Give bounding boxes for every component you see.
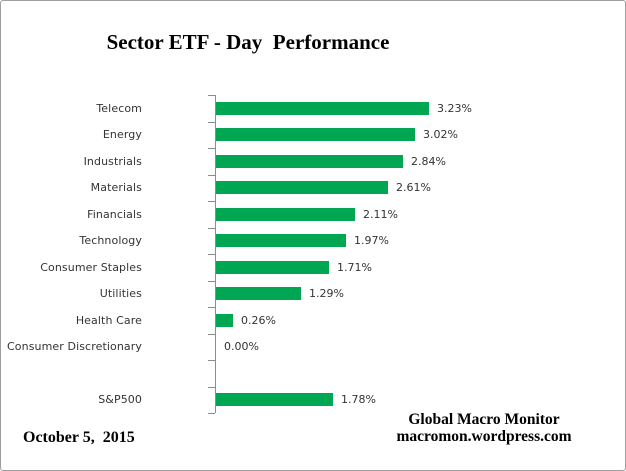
axis-tick	[208, 280, 215, 282]
date-label: October 5, 2015	[23, 429, 135, 446]
value-label: 3.23%	[437, 101, 472, 115]
value-label: 3.02%	[423, 128, 458, 142]
bar	[216, 207, 355, 221]
bar	[216, 181, 388, 194]
value-label: 2.61%	[396, 181, 431, 195]
bar	[216, 313, 233, 327]
chart-title: Sector ETF - Day Performance	[106, 30, 390, 54]
bar	[216, 154, 403, 168]
axis-tick	[208, 174, 215, 176]
bar-row: Energy 3.02%	[1, 122, 625, 149]
credit-line-2: macromon.wordpress.com	[396, 428, 572, 445]
bar	[216, 128, 415, 141]
category-label: Health Care	[75, 313, 142, 327]
bar	[216, 234, 346, 247]
bar	[216, 393, 333, 406]
axis-tick	[208, 333, 215, 335]
bar-row: Utilities 1.29%	[1, 281, 625, 308]
bar-row	[1, 360, 625, 387]
credit-line-1: Global Macro Monitor	[408, 411, 560, 428]
bar-row: Industrials 2.84%	[1, 148, 625, 175]
axis-tick	[208, 201, 215, 202]
category-label	[1, 360, 142, 387]
category-label: Utilities	[99, 287, 142, 301]
bar-row: Technology 1.97%	[1, 228, 625, 255]
bar-row: Materials 2.61%	[1, 175, 625, 202]
axis-tick	[208, 227, 215, 229]
category-label: Technology	[79, 234, 142, 248]
category-label: Telecom	[96, 101, 142, 115]
category-label: Energy	[102, 128, 142, 142]
category-axis-line	[215, 95, 216, 413]
axis-tick	[208, 254, 215, 255]
bar	[216, 260, 329, 274]
category-label: S&P500	[98, 393, 142, 407]
value-label: 2.84%	[411, 154, 446, 168]
value-label: 1.97%	[354, 234, 389, 248]
bar	[216, 101, 429, 115]
credit-block: Global Macro Monitor macromon.wordpress.…	[364, 411, 604, 445]
value-label: 1.71%	[337, 260, 372, 274]
bar-row: Consumer Staples 1.71%	[1, 254, 625, 281]
category-label: Consumer Staples	[40, 260, 142, 274]
value-label: 1.29%	[309, 287, 344, 301]
value-label: 2.11%	[363, 207, 398, 221]
axis-tick	[208, 95, 215, 96]
value-label: 0.00%	[224, 340, 259, 354]
bar-row: Health Care 0.26%	[1, 307, 625, 334]
axis-tick	[208, 413, 215, 414]
axis-tick	[208, 360, 215, 361]
bar-row: Telecom 3.23%	[1, 95, 625, 122]
bar-row: Financials 2.11%	[1, 201, 625, 228]
axis-tick	[208, 386, 215, 388]
category-label: Consumer Discretionary	[7, 340, 142, 354]
axis-tick	[208, 307, 215, 308]
bar-row: Consumer Discretionary 0.00%	[1, 334, 625, 361]
axis-tick	[208, 148, 215, 149]
bar	[216, 287, 301, 300]
category-label: Financials	[87, 207, 142, 221]
category-label: Industrials	[83, 154, 142, 168]
axis-tick	[208, 121, 215, 123]
value-label: 0.26%	[241, 313, 276, 327]
category-label: Materials	[90, 181, 142, 195]
bar-row: S&P500 1.78%	[1, 387, 625, 414]
value-label: 1.78%	[341, 393, 376, 407]
